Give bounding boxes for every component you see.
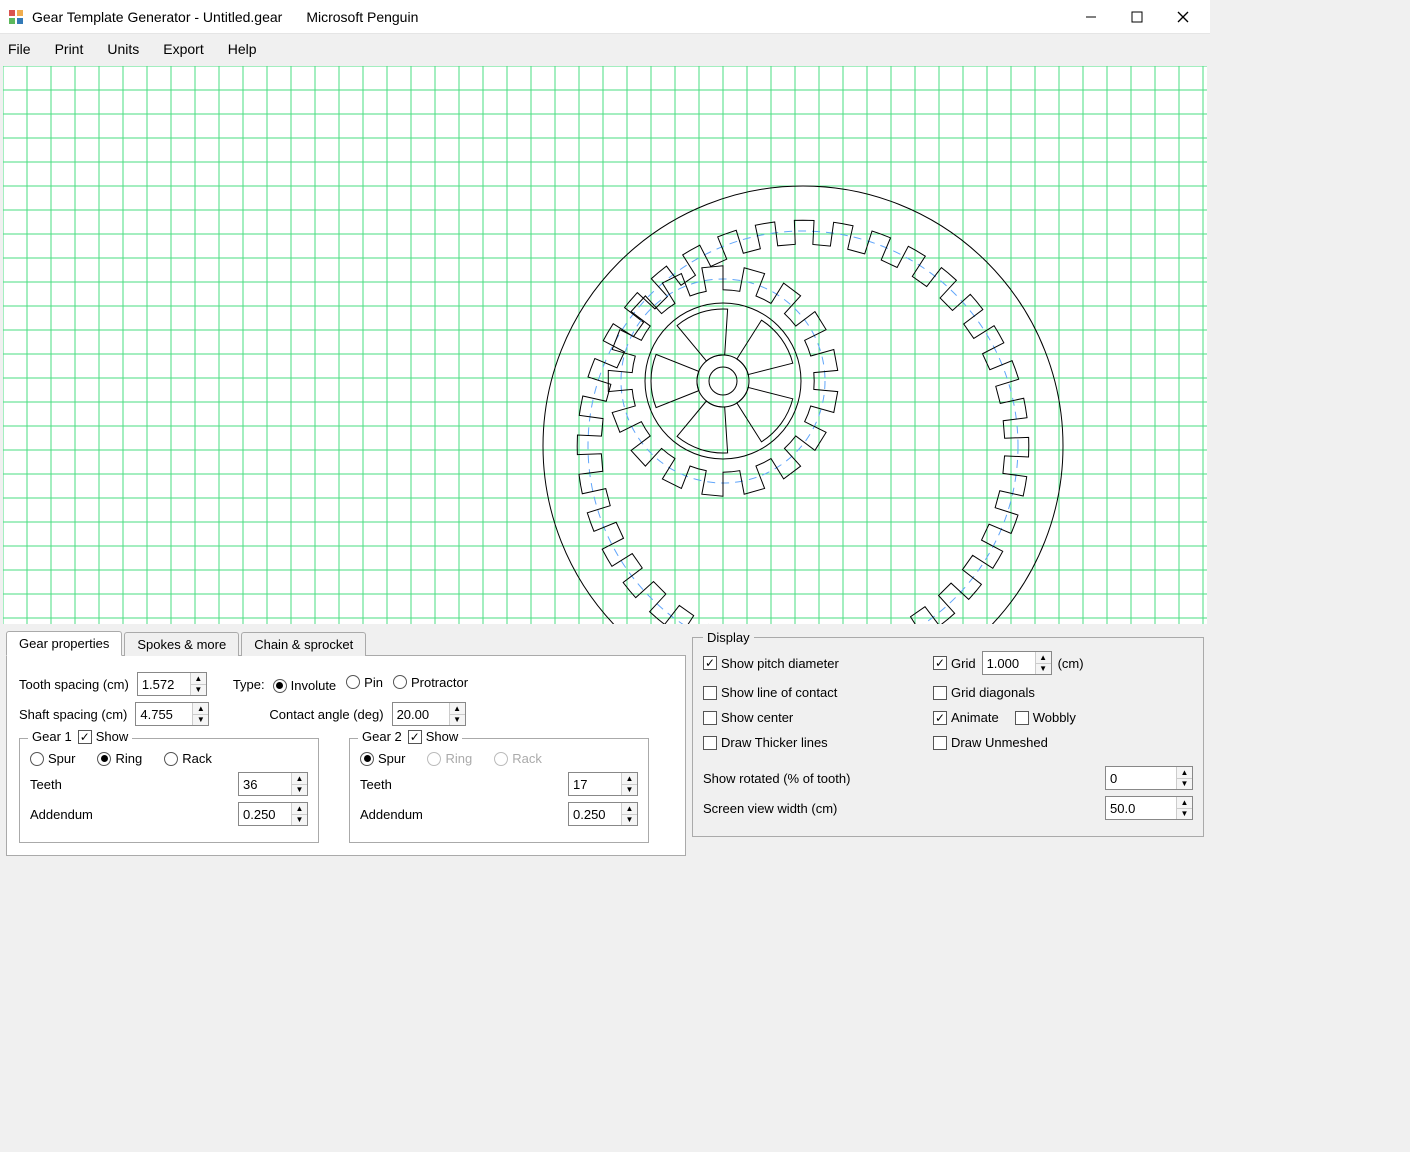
titlebar: Gear Template Generator - Untitled.gear … — [0, 0, 1210, 34]
shaft-spacing-input[interactable] — [136, 703, 192, 725]
type-radio-protractor[interactable]: Protractor — [393, 675, 468, 690]
draw-unmeshed-checkbox[interactable]: Draw Unmeshed — [933, 735, 1193, 750]
grid-unit: (cm) — [1058, 656, 1084, 671]
tab-chain-sprocket[interactable]: Chain & sprocket — [241, 632, 366, 656]
animate-checkbox[interactable]: Animate — [933, 710, 999, 725]
spin-down[interactable]: ▼ — [1177, 779, 1192, 790]
spin-up[interactable]: ▲ — [292, 773, 307, 785]
type-radio-involute[interactable]: Involute — [273, 678, 337, 693]
window-extra: Microsoft Penguin — [306, 9, 418, 25]
gear2-kind-ring: Ring — [427, 751, 472, 766]
gear1-teeth-input[interactable] — [239, 773, 291, 795]
gear1-kind-rack[interactable]: Rack — [164, 751, 212, 766]
gear2-show-checkbox[interactable]: Show — [408, 729, 459, 744]
gear1-title: Gear 1 — [32, 729, 72, 744]
gear1-addendum-label: Addendum — [30, 807, 93, 822]
spin-down[interactable]: ▼ — [292, 815, 307, 826]
show-rotated-spinner[interactable]: ▲▼ — [1105, 766, 1193, 790]
grid-diagonals-checkbox[interactable]: Grid diagonals — [933, 685, 1193, 700]
gear2-teeth-input[interactable] — [569, 773, 621, 795]
shaft-spacing-label: Shaft spacing (cm) — [19, 707, 127, 722]
menu-export[interactable]: Export — [163, 41, 203, 57]
show-rotated-label: Show rotated (% of tooth) — [703, 771, 850, 786]
gear2-title: Gear 2 — [362, 729, 402, 744]
menu-help[interactable]: Help — [228, 41, 257, 57]
spin-up[interactable]: ▲ — [622, 773, 637, 785]
drawing-canvas[interactable] — [3, 66, 1207, 624]
bottom-panels: Gear propertiesSpokes & moreChain & spro… — [0, 626, 1210, 862]
type-radio-pin[interactable]: Pin — [346, 675, 383, 690]
spin-up[interactable]: ▲ — [450, 703, 465, 715]
spin-down[interactable]: ▼ — [292, 785, 307, 796]
contact-angle-spinner[interactable]: ▲▼ — [392, 702, 466, 726]
gear1-kind-spur[interactable]: Spur — [30, 751, 75, 766]
show-rotated-input[interactable] — [1106, 767, 1176, 789]
thicker-lines-checkbox[interactable]: Draw Thicker lines — [703, 735, 923, 750]
gear1-teeth-label: Teeth — [30, 777, 62, 792]
view-width-spinner[interactable]: ▲▼ — [1105, 796, 1193, 820]
tooth-spacing-input[interactable] — [138, 673, 190, 695]
gear2-addendum-label: Addendum — [360, 807, 423, 822]
spin-down[interactable]: ▼ — [191, 685, 206, 696]
grid-input[interactable] — [983, 652, 1035, 674]
contact-angle-input[interactable] — [393, 703, 449, 725]
spin-down[interactable]: ▼ — [450, 715, 465, 726]
gear2-addendum-input[interactable] — [569, 803, 621, 825]
menu-print[interactable]: Print — [55, 41, 84, 57]
gear2-teeth-spinner[interactable]: ▲▼ — [568, 772, 638, 796]
spin-up[interactable]: ▲ — [1177, 797, 1192, 809]
tab-spokes-more[interactable]: Spokes & more — [124, 632, 239, 656]
type-label: Type: — [233, 677, 265, 692]
tab-gear-properties-body: Tooth spacing (cm) ▲▼ Type: InvolutePinP… — [6, 656, 686, 856]
display-fieldset: Display Show pitch diameter Grid ▲▼ (cm)… — [692, 630, 1204, 837]
menu-file[interactable]: File — [8, 41, 31, 57]
gear2-kind-spur[interactable]: Spur — [360, 751, 405, 766]
menubar: File Print Units Export Help — [0, 34, 1210, 64]
maximize-button[interactable] — [1114, 2, 1160, 32]
contact-angle-label: Contact angle (deg) — [269, 707, 383, 722]
spin-down[interactable]: ▼ — [622, 815, 637, 826]
wobbly-checkbox[interactable]: Wobbly — [1015, 710, 1076, 725]
grid-checkbox[interactable]: Grid — [933, 656, 976, 671]
spin-up[interactable]: ▲ — [191, 673, 206, 685]
gear2-kind-rack: Rack — [494, 751, 542, 766]
gear2-addendum-spinner[interactable]: ▲▼ — [568, 802, 638, 826]
gear1-addendum-input[interactable] — [239, 803, 291, 825]
minimize-button[interactable] — [1068, 2, 1114, 32]
spin-down[interactable]: ▼ — [1177, 809, 1192, 820]
spin-down[interactable]: ▼ — [193, 715, 208, 726]
app-icon — [8, 9, 24, 25]
gear1-group: Gear 1 Show SpurRingRack Teeth ▲▼ — [19, 738, 319, 843]
show-pitch-checkbox[interactable]: Show pitch diameter — [703, 656, 923, 671]
spin-up[interactable]: ▲ — [1036, 652, 1051, 664]
grid-spinner[interactable]: ▲▼ — [982, 651, 1052, 675]
gear2-teeth-label: Teeth — [360, 777, 392, 792]
tabs: Gear propertiesSpokes & moreChain & spro… — [6, 630, 686, 656]
gear1-addendum-spinner[interactable]: ▲▼ — [238, 802, 308, 826]
tab-gear-properties[interactable]: Gear properties — [6, 631, 122, 656]
gear2-group: Gear 2 Show SpurRingRack Teeth ▲▼ — [349, 738, 649, 843]
tooth-spacing-label: Tooth spacing (cm) — [19, 677, 129, 692]
close-button[interactable] — [1160, 2, 1206, 32]
view-width-input[interactable] — [1106, 797, 1176, 819]
gear1-teeth-spinner[interactable]: ▲▼ — [238, 772, 308, 796]
spin-up[interactable]: ▲ — [292, 803, 307, 815]
spin-down[interactable]: ▼ — [1036, 664, 1051, 675]
window-title: Gear Template Generator - Untitled.gear — [32, 9, 282, 25]
properties-panel: Gear propertiesSpokes & moreChain & spro… — [6, 630, 686, 856]
view-width-label: Screen view width (cm) — [703, 801, 837, 816]
display-legend: Display — [703, 630, 754, 645]
spin-up[interactable]: ▲ — [193, 703, 208, 715]
show-line-contact-checkbox[interactable]: Show line of contact — [703, 685, 923, 700]
show-center-checkbox[interactable]: Show center — [703, 710, 923, 725]
menu-units[interactable]: Units — [107, 41, 139, 57]
spin-up[interactable]: ▲ — [622, 803, 637, 815]
gear1-show-checkbox[interactable]: Show — [78, 729, 129, 744]
spin-up[interactable]: ▲ — [1177, 767, 1192, 779]
shaft-spacing-spinner[interactable]: ▲▼ — [135, 702, 209, 726]
gear1-kind-ring[interactable]: Ring — [97, 751, 142, 766]
tooth-spacing-spinner[interactable]: ▲▼ — [137, 672, 207, 696]
display-panel: Display Show pitch diameter Grid ▲▼ (cm)… — [692, 630, 1204, 856]
spin-down[interactable]: ▼ — [622, 785, 637, 796]
